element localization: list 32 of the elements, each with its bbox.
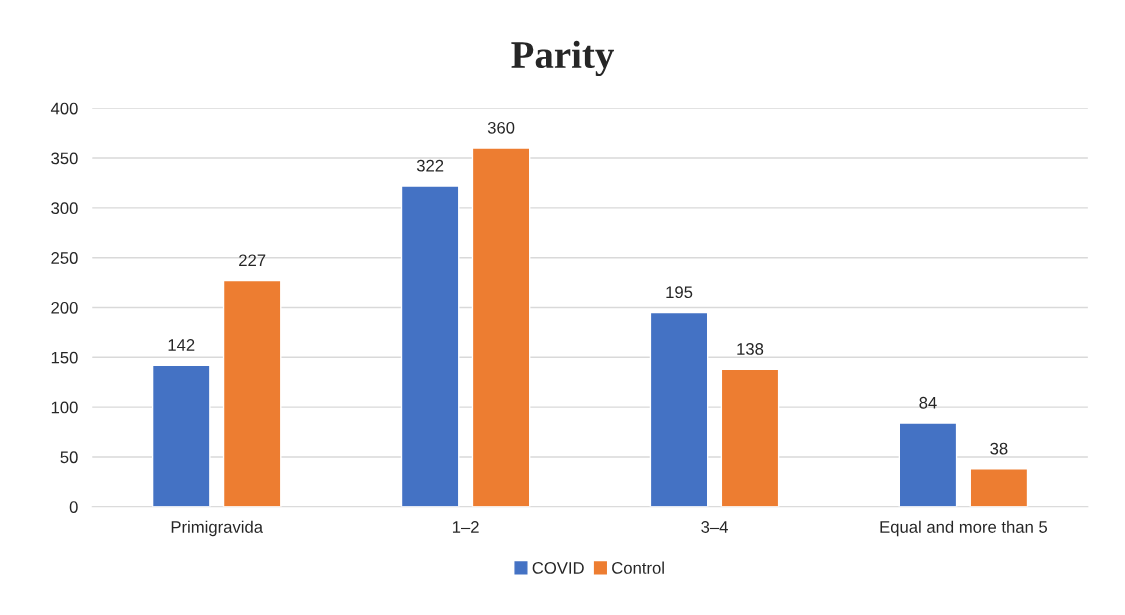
- data-label: 138: [737, 343, 764, 355]
- data-label: 84: [919, 396, 937, 409]
- bar: [969, 468, 1029, 507]
- y-tick-label: 300: [51, 202, 78, 215]
- y-tick-label: 250: [51, 252, 78, 264]
- bar: [151, 364, 211, 507]
- data-label: 142: [168, 339, 195, 351]
- data-label: 227: [239, 254, 266, 267]
- y-tick-label: 200: [51, 301, 78, 314]
- bar: [649, 311, 709, 507]
- data-label: 322: [416, 159, 444, 172]
- bar: [400, 185, 460, 507]
- y-tick-label: 100: [51, 401, 78, 414]
- y-tick-label: 50: [60, 451, 78, 464]
- y-tick-label: 0: [69, 501, 78, 513]
- data-label: 360: [487, 121, 515, 134]
- bar: [720, 368, 780, 507]
- legend-label: Control: [612, 561, 664, 574]
- x-tick-label: 1–2: [452, 521, 479, 533]
- x-tick-label: Equal and more than 5: [880, 520, 1048, 537]
- x-tick-label: 3–4: [701, 521, 728, 533]
- bar: [898, 422, 958, 507]
- y-tick-label: 350: [51, 152, 78, 165]
- bar: [471, 147, 531, 507]
- data-label: 195: [666, 286, 693, 299]
- data-label: 38: [990, 442, 1008, 455]
- x-tick-label: Primigravida: [171, 520, 264, 537]
- y-tick-label: 400: [50, 102, 78, 115]
- bar: [222, 279, 282, 507]
- legend-label: COVID: [532, 562, 584, 574]
- chart-title: Parity: [511, 40, 614, 77]
- y-tick-label: 150: [51, 351, 78, 364]
